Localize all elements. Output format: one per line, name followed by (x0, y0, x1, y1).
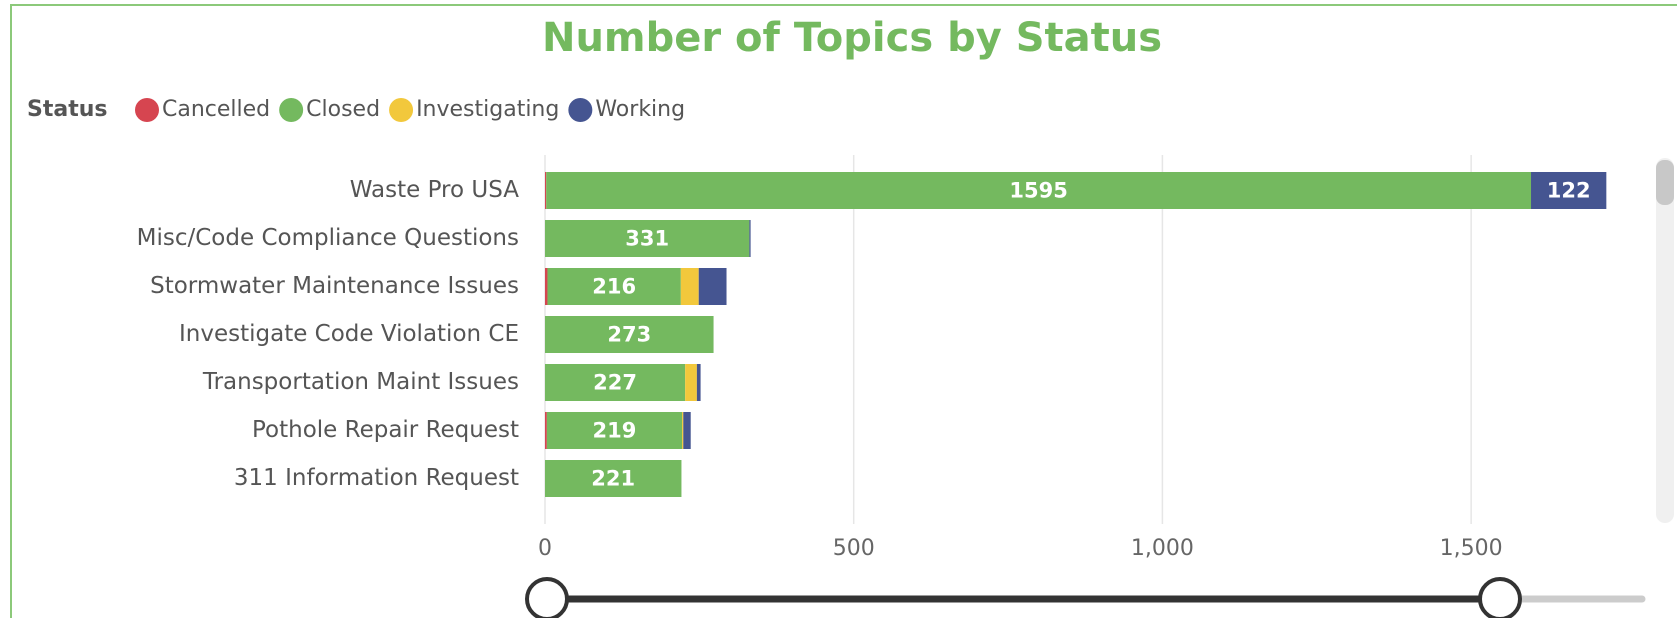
chart-title: Number of Topics by Status (542, 15, 1162, 61)
data-label: 331 (625, 227, 669, 251)
bar-segment (545, 268, 548, 305)
bar-segment (545, 364, 686, 401)
frame (10, 4, 1677, 618)
bar-segment (546, 412, 683, 449)
legend-swatch (568, 98, 593, 122)
bar-segment (682, 412, 684, 449)
bar-segment (547, 268, 681, 305)
data-label: 227 (593, 371, 637, 395)
slider-handle[interactable] (1478, 577, 1522, 618)
y-tick-label: Pothole Repair Request (252, 417, 519, 443)
legend-label: Cancelled (162, 97, 270, 122)
bar-segment (696, 364, 701, 401)
y-tick-label: Investigate Code Violation CE (179, 321, 519, 347)
y-tick-label: Waste Pro USA (350, 177, 519, 203)
bar-segment (545, 316, 714, 353)
legend-label: Closed (306, 97, 380, 122)
bar-segment (680, 268, 699, 305)
bar-segment (685, 364, 697, 401)
bar-segment (698, 268, 727, 305)
y-tick-label: 311 Information Request (234, 465, 519, 491)
y-tick-label: Stormwater Maintenance Issues (150, 273, 519, 299)
bar-segment (1531, 172, 1607, 209)
bar-segment (545, 460, 682, 497)
bar-segment (545, 412, 547, 449)
data-label: 216 (592, 275, 636, 299)
bar-segment (545, 172, 547, 209)
slider-handle[interactable] (525, 577, 569, 618)
x-tick-label: 1,000 (1131, 536, 1194, 561)
legend-label: Investigating (416, 97, 559, 122)
data-label: 122 (1547, 179, 1591, 203)
x-tick-label: 0 (538, 536, 552, 561)
x-tick-label: 500 (833, 536, 875, 561)
scrollbar-track[interactable] (1656, 158, 1674, 523)
scrollbar-thumb[interactable] (1656, 160, 1674, 205)
data-label: 273 (607, 323, 651, 347)
data-label: 219 (593, 419, 637, 443)
legend-swatch (389, 98, 414, 122)
data-label: 221 (591, 467, 635, 491)
y-tick-label: Transportation Maint Issues (202, 369, 519, 395)
legend-label: Working (595, 97, 685, 122)
legend-swatch (279, 98, 304, 122)
data-label: 1595 (1009, 179, 1067, 203)
legend-swatch (135, 98, 159, 122)
y-tick-label: Misc/Code Compliance Questions (137, 225, 519, 251)
bar-segment (545, 220, 750, 257)
legend-title: Status (27, 97, 107, 122)
bar-segment (546, 172, 1532, 209)
bar-segment (749, 220, 751, 257)
bar-segment (683, 412, 691, 449)
x-tick-label: 1,500 (1440, 536, 1503, 561)
